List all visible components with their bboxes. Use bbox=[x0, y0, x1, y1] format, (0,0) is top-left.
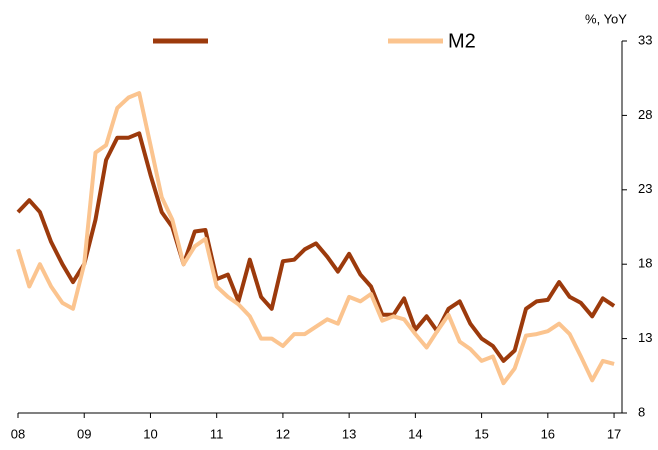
y-tick-label: 18 bbox=[638, 256, 652, 271]
y-tick-label: 28 bbox=[638, 107, 652, 122]
x-tick-label: 10 bbox=[143, 426, 157, 441]
y-axis-label: %, YoY bbox=[585, 11, 627, 26]
x-tick-label: 13 bbox=[342, 426, 356, 441]
series-line bbox=[16, 131, 616, 363]
x-tick-label: 15 bbox=[474, 426, 488, 441]
y-tick-label: 23 bbox=[638, 181, 652, 196]
y-tick-label: 13 bbox=[638, 330, 652, 345]
x-tick-label: 09 bbox=[77, 426, 91, 441]
series-line bbox=[16, 91, 615, 386]
x-tick-label: 14 bbox=[408, 426, 422, 441]
x-tick-label: 17 bbox=[607, 426, 621, 441]
y-tick-label: 8 bbox=[638, 404, 645, 419]
x-tick-label: 12 bbox=[276, 426, 290, 441]
y-tick-label: 33 bbox=[638, 32, 652, 47]
legend-label: M2 bbox=[448, 30, 476, 52]
x-tick-label: 11 bbox=[210, 426, 224, 441]
x-tick-label: 08 bbox=[11, 426, 25, 441]
x-tick-label: 16 bbox=[541, 426, 555, 441]
